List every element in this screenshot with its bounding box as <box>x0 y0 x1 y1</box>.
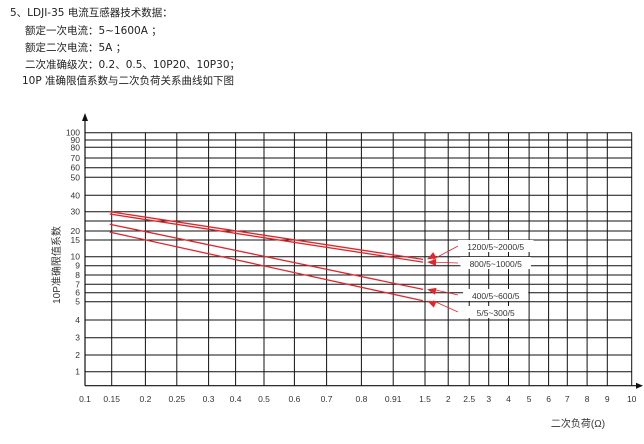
y-tick-label: 70 <box>71 153 81 163</box>
x-tick-label: 2.5 <box>463 394 475 404</box>
x-tick-label: 6 <box>546 394 551 404</box>
x-tick-label: 9 <box>605 394 610 404</box>
series-line <box>109 211 424 261</box>
x-tick-label: 0.1 <box>79 394 91 404</box>
x-tick-label: 5 <box>527 394 532 404</box>
y-tick-label: 7 <box>75 279 80 289</box>
x-tick-label: 0.2 <box>139 394 151 404</box>
series-label-background <box>457 240 534 252</box>
series-label-background <box>463 289 529 301</box>
y-tick-label: 1 <box>75 367 80 377</box>
y-tick-label: 3 <box>75 333 80 343</box>
series-label: 5/5~300/5 <box>477 308 515 318</box>
x-tick-label: 0.7 <box>321 394 333 404</box>
y-tick-label: 10 <box>71 252 81 262</box>
y-tick-label: 9 <box>75 261 80 271</box>
series-label: 800/5~1000/5 <box>470 259 523 269</box>
doc-heading: 5、LDJI-35 电流互感器技术数据： <box>10 7 173 19</box>
x-tick-label: 7 <box>565 394 570 404</box>
y-tick-label: 15 <box>71 235 81 245</box>
annotation-arrow-line <box>432 288 459 296</box>
arrow-head-icon <box>427 287 437 295</box>
x-tick-label: 0.6 <box>288 394 300 404</box>
x-tick-label: 0.5 <box>258 394 270 404</box>
x-tick-label: 0.15 <box>103 394 120 404</box>
annotation-arrow-line <box>432 245 459 260</box>
x-tick-label: 3 <box>486 394 491 404</box>
x-axis-arrow-icon <box>636 382 643 389</box>
y-tick-label: 60 <box>71 163 81 173</box>
y-tick-label: 20 <box>71 226 81 236</box>
y-axis-label: 10P准确限值系数 <box>50 226 63 304</box>
doc-line-accuracy-class: 二次准确级次：0.2、0.5、10P20、10P30； <box>25 59 241 71</box>
x-tick-label: 0.91 <box>385 394 402 404</box>
y-tick-label: 50 <box>71 172 81 182</box>
y-tick-label: 8 <box>75 270 80 280</box>
y-tick-label: 90 <box>71 135 81 145</box>
x-axis-label: 二次负荷(Ω) <box>551 417 605 430</box>
x-tick-label: 10 <box>627 394 637 404</box>
x-tick-label: 2 <box>446 394 451 404</box>
x-tick-label: 8 <box>585 394 590 404</box>
series-label-background <box>468 306 524 318</box>
doc-line-secondary-current: 额定二次电流：5A ； <box>25 42 127 54</box>
series-line <box>109 213 424 263</box>
series-line <box>109 223 424 290</box>
arrow-head-icon <box>427 258 437 266</box>
y-axis-arrow-icon <box>82 113 88 121</box>
y-tick-label: 6 <box>75 288 80 298</box>
x-tick-label: 0.8 <box>355 394 367 404</box>
series-label: 400/5~600/5 <box>472 291 520 301</box>
y-tick-label: 2 <box>75 350 80 360</box>
arrow-head-icon <box>427 300 437 308</box>
x-tick-label: 0.4 <box>230 394 242 404</box>
series-label: 1200/5~2000/5 <box>467 242 524 252</box>
y-tick-label: 100 <box>66 128 80 138</box>
doc-line-primary-current: 额定一次电流：5~1600A ； <box>25 25 162 37</box>
annotation-arrow-line <box>432 300 459 313</box>
annotation-arrow-line <box>432 261 459 264</box>
x-tick-label: 0.3 <box>203 394 215 404</box>
y-tick-label: 4 <box>75 315 80 325</box>
x-tick-label: 1.5 <box>419 394 431 404</box>
y-tick-label: 30 <box>71 207 81 217</box>
arrow-head-icon <box>427 252 437 260</box>
x-tick-label: 4 <box>506 394 511 404</box>
y-tick-label: 5 <box>75 297 80 307</box>
y-tick-label: 80 <box>71 142 81 152</box>
y-tick-label: 40 <box>71 190 81 200</box>
x-tick-label: 0.25 <box>169 394 186 404</box>
doc-line-chart-caption: 10P 准确限值系数与二次负荷关系曲线如下图 <box>22 75 235 87</box>
series-line <box>109 231 424 302</box>
series-label-background <box>460 257 531 269</box>
